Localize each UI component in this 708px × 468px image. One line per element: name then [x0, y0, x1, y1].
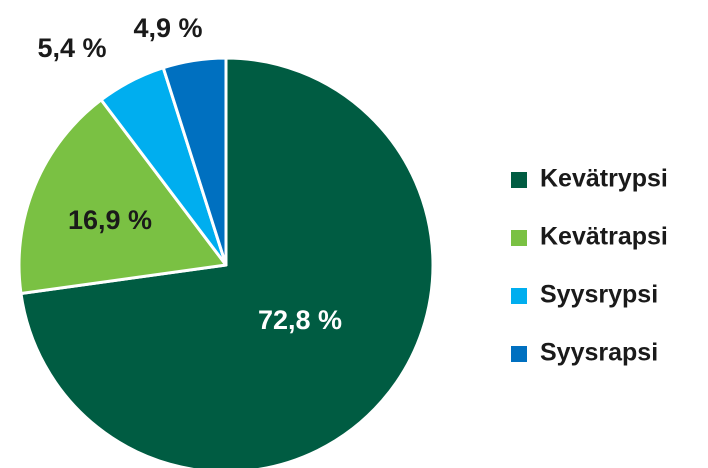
data-label: 5,4 % [37, 33, 106, 63]
pie-slice [17, 98, 228, 296]
pie-slice [161, 56, 228, 267]
legend-label: Syysrapsi [540, 339, 658, 367]
data-label: 4,9 % [133, 13, 202, 43]
legend-label: Syysrypsi [540, 281, 658, 309]
legend-label: Kevätrypsi [540, 165, 668, 193]
legend-swatch [511, 288, 527, 304]
data-label: 16,9 % [68, 205, 152, 235]
legend-swatch [511, 346, 527, 362]
data-label: 72,8 % [258, 305, 342, 335]
legend-swatch [511, 230, 527, 246]
legend-label: Kevätrapsi [540, 223, 668, 251]
legend-swatch [511, 172, 527, 188]
